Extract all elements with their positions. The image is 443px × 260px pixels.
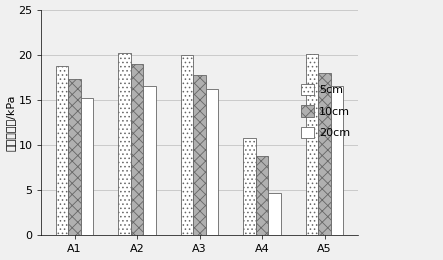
Bar — [319, 73, 331, 235]
Bar — [118, 53, 131, 235]
Bar — [193, 75, 206, 235]
Bar — [181, 55, 193, 235]
Legend: 5cm, 10cm, 20cm: 5cm, 10cm, 20cm — [299, 82, 352, 141]
Bar — [256, 156, 268, 235]
Bar — [268, 193, 281, 235]
Bar — [68, 79, 81, 235]
Bar — [144, 86, 156, 235]
Y-axis label: 平均最蓄力/kPa: 平均最蓄力/kPa — [6, 94, 16, 151]
Bar — [306, 54, 319, 235]
Bar — [331, 86, 343, 235]
Bar — [131, 64, 144, 235]
Bar — [56, 66, 68, 235]
Bar — [243, 138, 256, 235]
Bar — [81, 98, 93, 235]
Bar — [206, 89, 218, 235]
